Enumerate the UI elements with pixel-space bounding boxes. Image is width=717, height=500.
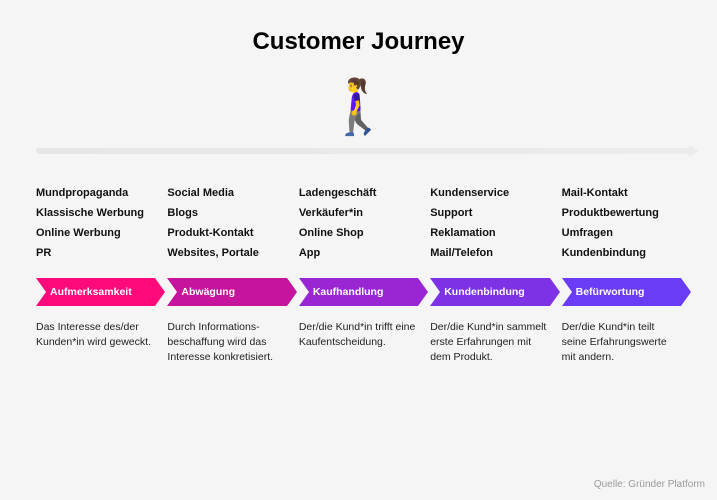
stage-band: Kundenbindung [430,278,549,306]
stage-band: Aufmerksamkeit [36,278,155,306]
stage-col-2: Ladengeschäft Verkäufer*in Online Shop A… [299,186,418,366]
touchpoint: Blogs [167,206,286,221]
stage-label: Abwägung [181,286,235,298]
touchpoints: Mail-Kontakt Produktbewertung Umfragen K… [562,186,681,272]
stage-label: Aufmerksamkeit [50,286,132,298]
touchpoint: Klassische Werbung [36,206,155,221]
stage-col-3: Kundenservice Support Reklamation Mail/T… [430,186,549,366]
stage-label: Befürwortung [576,286,645,298]
touchpoint: Produkt-Kontakt [167,226,286,241]
stages-row: Mundpropaganda Klassische Werbung Online… [0,186,717,366]
touchpoint: PR [36,246,155,261]
stage-description: Der/die Kund*in teilt seine Erfahrungswe… [562,320,681,366]
stage-col-0: Mundpropaganda Klassische Werbung Online… [36,186,155,366]
touchpoint: Ladengeschäft [299,186,418,201]
stage-band: Kaufhandlung [299,278,418,306]
touchpoint: Mundpropaganda [36,186,155,201]
timeline-track [36,148,693,154]
touchpoint: Reklamation [430,226,549,241]
stage-description: Durch Informations­beschaffung wird das … [167,320,286,366]
stage-description: Der/die Kund*in trifft eine Kaufentschei… [299,320,418,350]
touchpoints: Social Media Blogs Produkt-Kontakt Websi… [167,186,286,272]
touchpoint: Mail-Kontakt [562,186,681,201]
touchpoint: Umfragen [562,226,681,241]
stage-description: Der/die Kund*in sammelt erste Erfahrunge… [430,320,549,366]
touchpoint: Produktbewertung [562,206,681,221]
stage-description: Das Interesse des/der Kunden*in wird gew… [36,320,155,350]
touchpoint: Kundenservice [430,186,549,201]
stage-band: Befürwortung [562,278,681,306]
stage-label: Kundenbindung [444,286,524,298]
touchpoint: Kundenbindung [562,246,681,261]
touchpoints: Kundenservice Support Reklamation Mail/T… [430,186,549,272]
stage-col-4: Mail-Kontakt Produktbewertung Umfragen K… [562,186,681,366]
walking-person-icon: 🚶‍♀️ [325,80,392,134]
touchpoint: Online Shop [299,226,418,241]
stage-label: Kaufhandlung [313,286,384,298]
stage-col-1: Social Media Blogs Produkt-Kontakt Websi… [167,186,286,366]
page-title: Customer Journey [0,0,717,56]
touchpoint: Verkäufer*in [299,206,418,221]
touchpoint: Support [430,206,549,221]
touchpoint: Mail/Telefon [430,246,549,261]
timeline-figure: 🚶‍♀️ [0,74,717,174]
touchpoint: Social Media [167,186,286,201]
source-label: Quelle: Gründer Platform [594,479,705,490]
touchpoint: App [299,246,418,261]
touchpoint: Websites, Portale [167,246,286,261]
stage-band: Abwägung [167,278,286,306]
touchpoints: Ladengeschäft Verkäufer*in Online Shop A… [299,186,418,272]
touchpoints: Mundpropaganda Klassische Werbung Online… [36,186,155,272]
touchpoint: Online Werbung [36,226,155,241]
